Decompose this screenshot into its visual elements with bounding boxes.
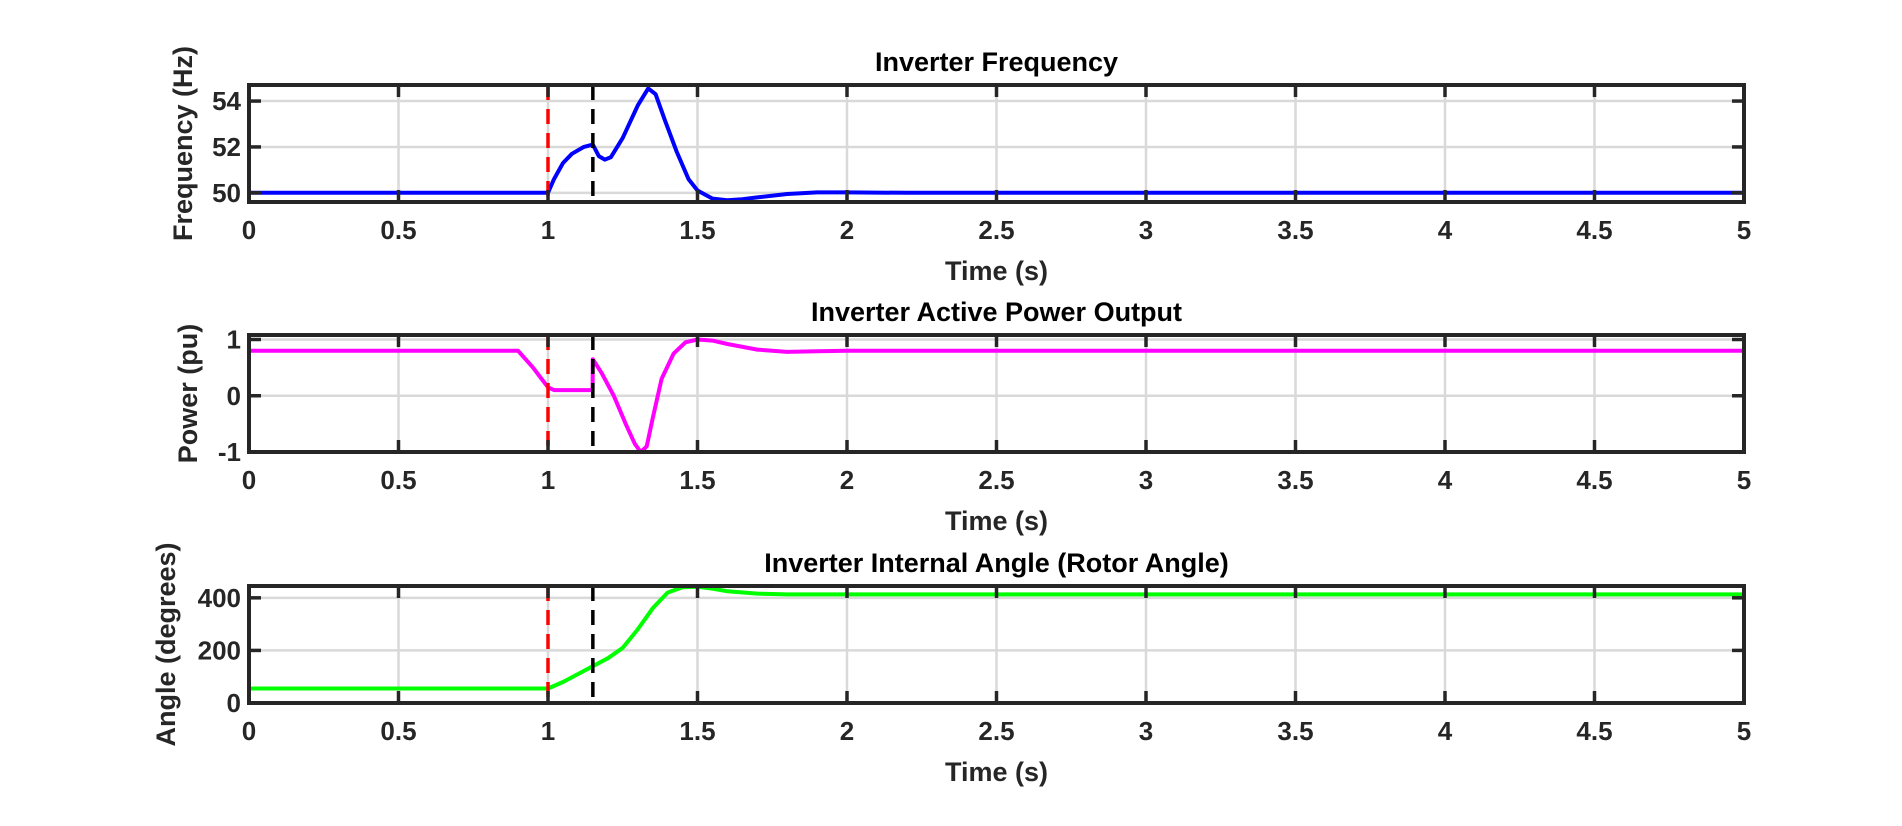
y-tick-label: 200 — [198, 635, 241, 665]
x-tick-label: 1.5 — [679, 716, 715, 746]
x-tick-label: 2.5 — [978, 465, 1014, 495]
y-tick-label: 400 — [198, 583, 241, 613]
y-tick-label: 50 — [212, 178, 241, 208]
y-tick-label: 54 — [212, 86, 241, 116]
subplot-1: 0 0.5 1 1.5 2 2.5 3 3.5 4 4.5 5 50 52 54 Inverter Freq… — [168, 46, 1751, 286]
x-tick-label: 3 — [1139, 716, 1153, 746]
x-tick-label: 4.5 — [1576, 215, 1612, 245]
x-tick-label: 0.5 — [380, 215, 416, 245]
x-tick-label: 2 — [840, 716, 854, 746]
x-axis-label: Time (s) — [945, 506, 1048, 536]
chart-title: Inverter Internal Angle (Rotor Angle) — [764, 548, 1229, 578]
x-tick-label: 3.5 — [1277, 716, 1313, 746]
y-axis-label: Angle (degrees) — [151, 542, 181, 746]
x-tick-label: 4 — [1438, 716, 1453, 746]
x-tick-label: 2 — [840, 465, 854, 495]
chart-title: Inverter Active Power Output — [811, 297, 1182, 327]
y-tick-label: 0 — [227, 381, 241, 411]
x-tick-label: 0 — [242, 465, 256, 495]
x-axis-label: Time (s) — [945, 757, 1048, 787]
series-line-1 — [247, 337, 1746, 454]
x-tick-label: 2.5 — [978, 716, 1014, 746]
series-line-1 — [247, 584, 1746, 691]
x-tick-label: 0.5 — [380, 716, 416, 746]
x-tick-label: 0 — [242, 716, 256, 746]
x-tick-label: 0 — [242, 215, 256, 245]
x-tick-label: 2 — [840, 215, 854, 245]
x-tick-label: 4.5 — [1576, 465, 1612, 495]
x-tick-label: 5 — [1737, 716, 1751, 746]
y-tick-label: 52 — [212, 132, 241, 162]
x-tick-label: 1.5 — [679, 215, 715, 245]
x-tick-label: 2.5 — [978, 215, 1014, 245]
x-tick-label: 3.5 — [1277, 215, 1313, 245]
x-tick-label: 3 — [1139, 465, 1153, 495]
x-tick-label: 3 — [1139, 215, 1153, 245]
x-tick-label: 1 — [541, 716, 555, 746]
y-tick-label: 1 — [227, 325, 241, 355]
x-tick-label: 3.5 — [1277, 465, 1313, 495]
x-axis-label: Time (s) — [945, 256, 1048, 286]
x-tick-label: 1 — [541, 215, 555, 245]
x-tick-label: 4 — [1438, 465, 1453, 495]
y-axis-label: Power (pu) — [173, 324, 203, 464]
subplot-3: 0 0.5 1 1.5 2 2.5 3 3.5 4 4.5 5 0 200 400 Inverter Int… — [151, 542, 1751, 787]
x-tick-label: 5 — [1737, 215, 1751, 245]
x-tick-label: 4.5 — [1576, 716, 1612, 746]
x-tick-label: 4 — [1438, 215, 1453, 245]
y-axis-label: Frequency (Hz) — [168, 46, 198, 241]
y-tick-label: -1 — [218, 437, 241, 467]
x-tick-label: 5 — [1737, 465, 1751, 495]
y-tick-label: 0 — [227, 688, 241, 718]
x-tick-label: 1.5 — [679, 465, 715, 495]
x-tick-label: 1 — [541, 465, 555, 495]
chart-title: Inverter Frequency — [875, 47, 1118, 77]
x-tick-label: 0.5 — [380, 465, 416, 495]
